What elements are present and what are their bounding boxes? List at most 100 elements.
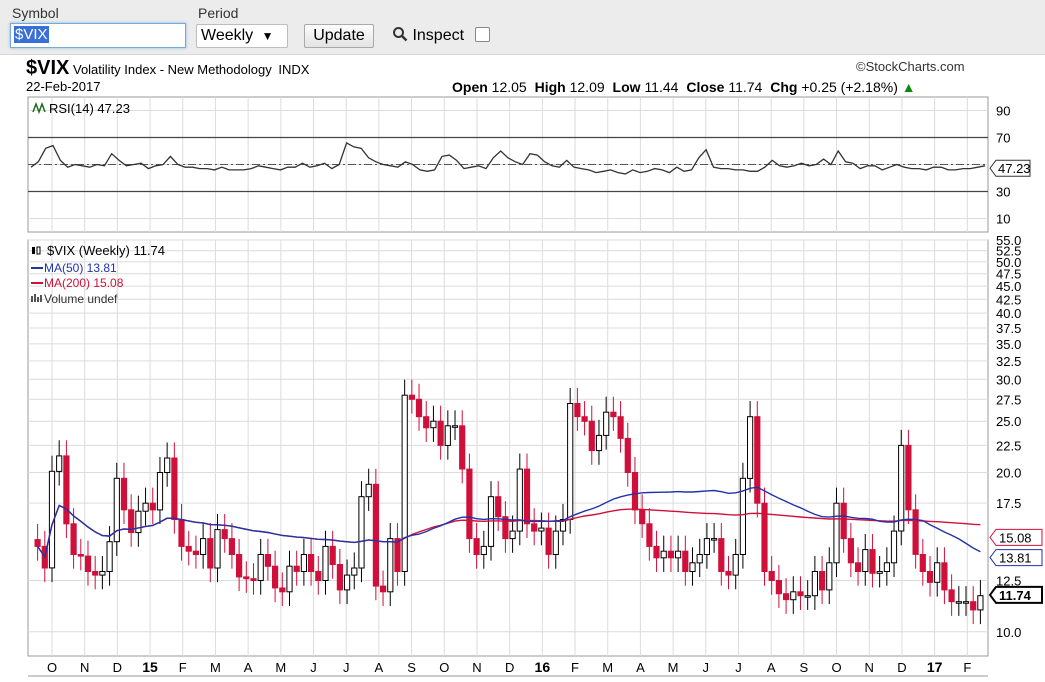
candle-body xyxy=(617,416,624,439)
candle-body xyxy=(48,470,56,569)
candle-body xyxy=(41,545,48,569)
x-tick-label: A xyxy=(375,660,384,675)
candle xyxy=(977,580,984,625)
candle xyxy=(703,523,710,569)
candle-body xyxy=(264,554,271,567)
candle xyxy=(552,515,559,569)
candle xyxy=(689,547,696,586)
candle-body xyxy=(113,477,120,543)
x-tick-label: O xyxy=(831,660,841,675)
candle xyxy=(624,422,631,487)
candle-body xyxy=(487,496,495,547)
ma200-line xyxy=(37,504,981,559)
legend-label-ma50: MA(50) 13.81 xyxy=(44,261,117,275)
close-label: Close xyxy=(686,79,725,95)
low-value: 11.44 xyxy=(644,79,679,95)
candle xyxy=(351,552,358,590)
candle-body xyxy=(466,468,473,540)
candle xyxy=(92,555,99,590)
candle xyxy=(804,580,811,610)
inspect-toggle[interactable]: Inspect xyxy=(392,26,464,45)
x-tick-label: F xyxy=(571,660,579,675)
candle-body xyxy=(826,562,833,591)
candle-body xyxy=(236,554,243,578)
candle xyxy=(171,442,178,534)
candle xyxy=(883,547,890,586)
period-select[interactable]: Weekly ▼ xyxy=(196,24,288,48)
candle-body xyxy=(372,483,379,587)
volume-bars-icon xyxy=(31,294,42,302)
ma50-value-tag xyxy=(989,549,1043,567)
candle xyxy=(272,550,279,603)
update-button[interactable]: Update xyxy=(304,24,374,48)
x-tick-label: A xyxy=(244,660,253,675)
candle xyxy=(228,523,236,569)
candle-body xyxy=(135,510,142,534)
candle xyxy=(862,534,869,586)
candle xyxy=(322,530,329,595)
candle-body xyxy=(639,509,646,525)
candle-body xyxy=(703,538,710,555)
candle xyxy=(768,555,775,595)
candle xyxy=(156,456,164,525)
chg-value: +0.25 (+2.18%) xyxy=(801,79,898,95)
candle xyxy=(466,453,473,553)
candle-body xyxy=(401,394,408,573)
candle xyxy=(826,547,833,605)
candle-body xyxy=(912,509,919,555)
candle-body xyxy=(531,523,538,532)
x-tick-label: N xyxy=(865,660,874,675)
candle-body xyxy=(387,538,394,593)
candlestick-icon xyxy=(32,246,41,255)
candle-body xyxy=(495,496,502,518)
candle-body xyxy=(509,530,516,540)
candle-body xyxy=(768,571,775,581)
magnifier-icon xyxy=(393,27,408,42)
source-credit: ©StockCharts.com xyxy=(856,59,965,74)
candle xyxy=(646,508,653,561)
rsi-y-tick-label: 70 xyxy=(996,131,1010,146)
candle xyxy=(934,547,941,597)
candle xyxy=(840,487,847,553)
candle xyxy=(164,442,171,487)
close-value: 11.74 xyxy=(728,79,763,95)
candle xyxy=(236,538,243,592)
candle xyxy=(142,487,149,526)
candle-body xyxy=(185,545,192,552)
symbol-input[interactable]: $VIX xyxy=(10,23,186,48)
candle-body xyxy=(819,571,826,591)
candle-body xyxy=(308,554,315,572)
candle-body xyxy=(171,457,178,520)
x-tick-label: A xyxy=(767,660,776,675)
candle-body xyxy=(156,472,164,511)
candle-body xyxy=(228,538,236,555)
candle-body xyxy=(257,554,264,581)
candle-icon-bar xyxy=(36,246,41,255)
candle xyxy=(401,379,408,586)
candle xyxy=(919,538,926,586)
candle xyxy=(754,401,761,518)
candle-body xyxy=(660,550,667,559)
candle-body xyxy=(394,538,401,572)
x-tick-label: M xyxy=(602,660,613,675)
candle-body xyxy=(437,420,444,446)
candle-body xyxy=(977,595,984,611)
candle xyxy=(149,487,156,525)
candle xyxy=(833,487,840,578)
candle xyxy=(214,514,221,583)
x-tick-label: J xyxy=(735,660,742,675)
candle-body xyxy=(955,601,962,604)
inspect-checkbox[interactable] xyxy=(475,27,490,42)
x-tick-label: 15 xyxy=(142,659,158,675)
ohlc-summary: Open 12.05 High 12.09 Low 11.44 Close 11… xyxy=(452,79,916,95)
candle xyxy=(415,383,423,431)
candle-body xyxy=(272,565,279,589)
candle-body xyxy=(128,509,135,533)
candle xyxy=(344,559,351,605)
candle-body xyxy=(207,538,214,569)
candle-body xyxy=(761,502,768,573)
candle-body xyxy=(70,523,77,555)
candle-body xyxy=(718,538,725,572)
